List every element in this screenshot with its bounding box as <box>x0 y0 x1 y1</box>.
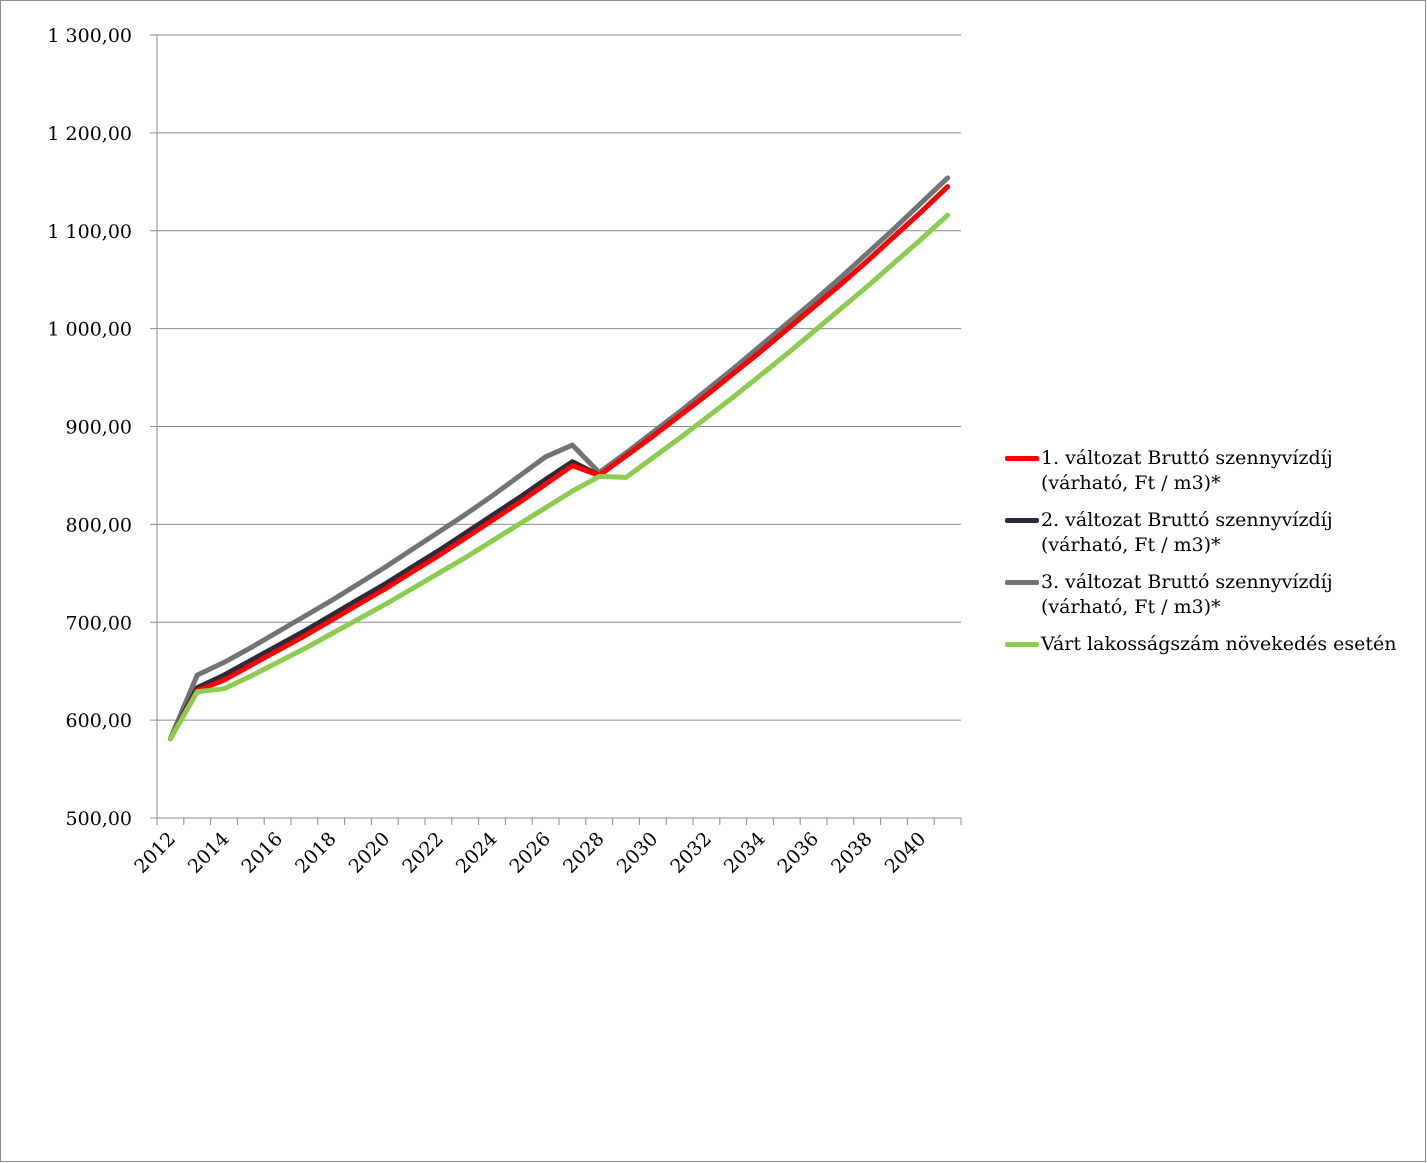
legend-swatch <box>1005 580 1039 585</box>
x-tick-label: 2022 <box>398 828 448 878</box>
legend-swatch <box>1005 642 1039 647</box>
legend-item: 1. változat Bruttó szennyvízdíj (várható… <box>1005 446 1425 496</box>
y-tick-label: 700,00 <box>66 612 132 634</box>
series-lines <box>167 175 951 742</box>
x-tick-label: 2018 <box>291 828 341 878</box>
series-line-4 <box>167 212 951 742</box>
y-tick-label: 1 200,00 <box>47 123 132 145</box>
x-tick-label: 2016 <box>237 828 287 878</box>
legend-label: 2. változat Bruttó szennyvízdíj (várható… <box>1041 509 1333 556</box>
y-tick-label: 1 100,00 <box>47 221 132 243</box>
x-tick-label: 2014 <box>184 828 234 878</box>
x-tick-label: 2032 <box>666 828 716 878</box>
legend-item: Várt lakosságszám növekedés esetén <box>1005 632 1425 657</box>
y-tick-label: 900,00 <box>66 417 132 439</box>
legend-swatch <box>1005 518 1039 523</box>
x-tick-label: 2040 <box>881 828 931 878</box>
x-tick-label: 2020 <box>345 828 395 878</box>
y-tick-label: 1 300,00 <box>47 25 132 47</box>
x-tick-label: 2036 <box>773 828 823 878</box>
x-tick-label: 2024 <box>452 828 502 878</box>
legend-item: 2. változat Bruttó szennyvízdíj (várható… <box>1005 508 1425 558</box>
legend-label: Várt lakosságszám növekedés esetén <box>1041 633 1397 655</box>
grid-lines <box>157 34 961 721</box>
x-tick-label: 2026 <box>505 828 555 878</box>
x-tick-label: 2034 <box>720 828 770 878</box>
y-axis-tick-labels: 500,00 600,00 700,00 800,00 900,00 1 000,00 1 … <box>47 25 132 830</box>
y-tick-label: 1 000,00 <box>47 319 132 341</box>
legend-label: 3. változat Bruttó szennyvízdíj (várható… <box>1041 571 1333 618</box>
series-line-3 <box>167 175 951 742</box>
legend-label: 1. változat Bruttó szennyvízdíj (várható… <box>1041 447 1333 494</box>
legend: 1. változat Bruttó szennyvízdíj (várható… <box>1005 446 1425 669</box>
legend-item: 3. változat Bruttó szennyvízdíj (várható… <box>1005 570 1425 620</box>
y-tick-label: 800,00 <box>66 514 132 536</box>
x-tick-label: 2038 <box>827 828 877 878</box>
legend-swatch <box>1005 456 1039 461</box>
x-tick-label: 2012 <box>130 828 180 878</box>
x-tick-label: 2030 <box>613 828 663 878</box>
y-tick-label: 600,00 <box>66 710 132 732</box>
x-tick-label: 2028 <box>559 828 609 878</box>
x-axis-tick-labels: 2012 2014 2016 2018 2020 2022 2024 2026 2028 2030… <box>130 828 930 878</box>
axes <box>150 34 962 825</box>
series-line-1 <box>167 184 951 742</box>
y-tick-label: 500,00 <box>66 808 132 830</box>
